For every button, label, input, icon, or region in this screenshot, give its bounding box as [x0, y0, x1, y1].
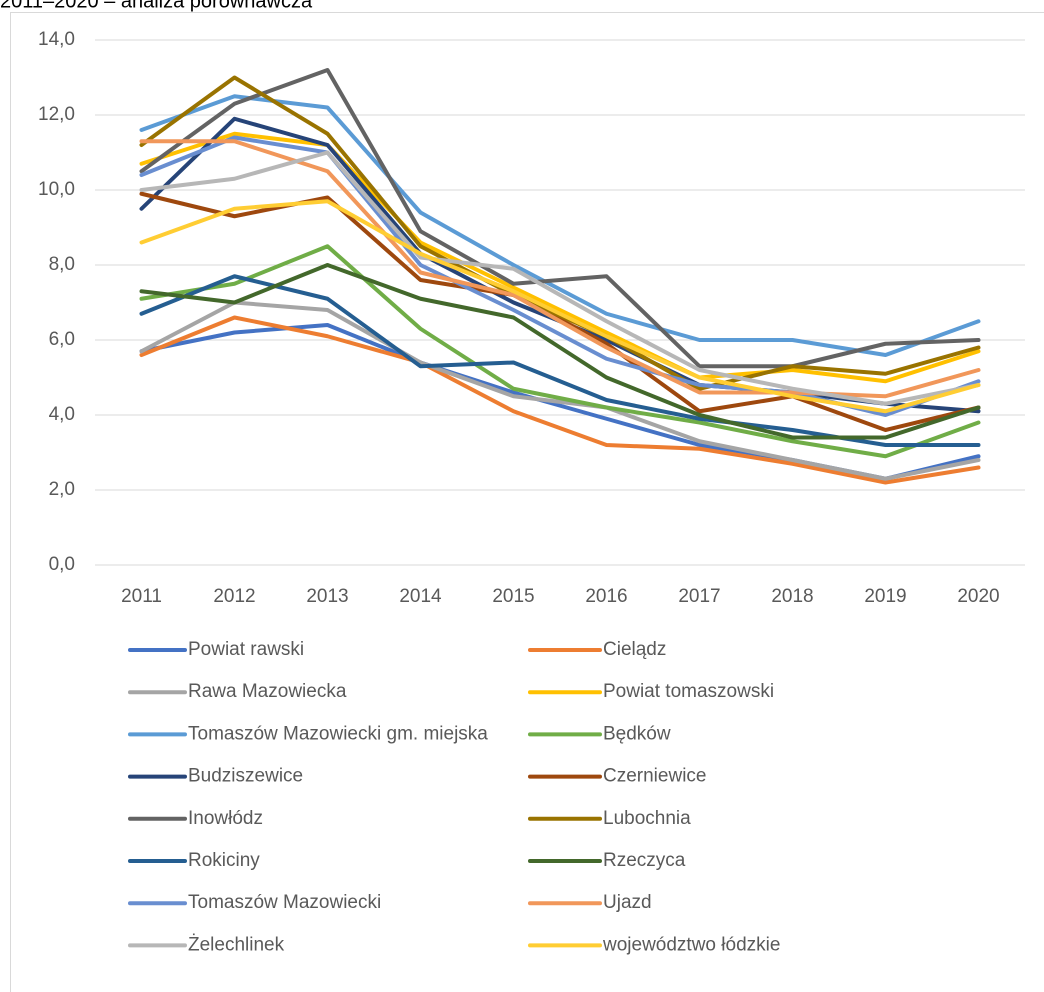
- legend-label: Budziszewice: [188, 766, 303, 787]
- legend-label: Lubochnia: [603, 808, 691, 829]
- legend-label: Powiat tomaszowski: [603, 681, 774, 702]
- legend-label: Tomaszów Mazowiecki: [188, 892, 381, 913]
- series-line: [139, 150, 981, 406]
- series-line: [139, 68, 981, 369]
- series-line: [139, 75, 981, 391]
- series-line: [139, 199, 981, 414]
- legend-label: Czerniewice: [603, 766, 706, 787]
- x-tick-label: 2015: [492, 586, 534, 607]
- legend-label: Żelechlinek: [188, 934, 285, 955]
- legend-label: województwo łódzkie: [602, 934, 780, 955]
- chart-title: 2011–2020 – analiza porównawcza: [0, 0, 313, 12]
- legend-label: Będków: [603, 723, 671, 744]
- legend-label: Inowłódz: [188, 808, 263, 829]
- x-tick-label: 2011: [121, 586, 162, 607]
- y-tick-label: 14,0: [38, 29, 75, 50]
- legend-label: Powiat rawski: [188, 639, 304, 660]
- x-tick-label: 2012: [213, 586, 255, 607]
- series-line: [139, 300, 981, 481]
- series-line: [139, 94, 981, 357]
- legend-label: Cielądz: [603, 639, 666, 660]
- y-tick-label: 6,0: [49, 329, 75, 350]
- x-tick-label: 2020: [957, 586, 999, 607]
- y-tick-label: 4,0: [49, 404, 75, 425]
- x-tick-label: 2016: [585, 586, 627, 607]
- series-line: [139, 263, 981, 440]
- y-tick-label: 10,0: [38, 179, 75, 200]
- y-tick-label: 12,0: [38, 104, 75, 125]
- legend-label: Ujazd: [603, 892, 652, 913]
- series-line: [139, 244, 981, 459]
- legend-label: Rzeczyca: [603, 850, 686, 871]
- y-tick-label: 8,0: [49, 254, 75, 275]
- x-tick-label: 2018: [771, 586, 813, 607]
- legend-label: Tomaszów Mazowiecki gm. miejska: [188, 723, 488, 744]
- x-tick-label: 2019: [864, 586, 906, 607]
- series-line: [139, 315, 981, 485]
- legend-label: Rokiciny: [188, 850, 260, 871]
- x-tick-label: 2013: [306, 586, 348, 607]
- y-tick-label: 0,0: [49, 554, 75, 575]
- x-tick-label: 2017: [678, 586, 720, 607]
- series-line: [139, 131, 981, 384]
- y-tick-label: 2,0: [49, 479, 75, 500]
- chart-border: [10, 12, 1044, 992]
- legend-label: Rawa Mazowiecka: [188, 681, 347, 702]
- x-tick-label: 2014: [399, 586, 442, 607]
- series-line: [139, 135, 981, 417]
